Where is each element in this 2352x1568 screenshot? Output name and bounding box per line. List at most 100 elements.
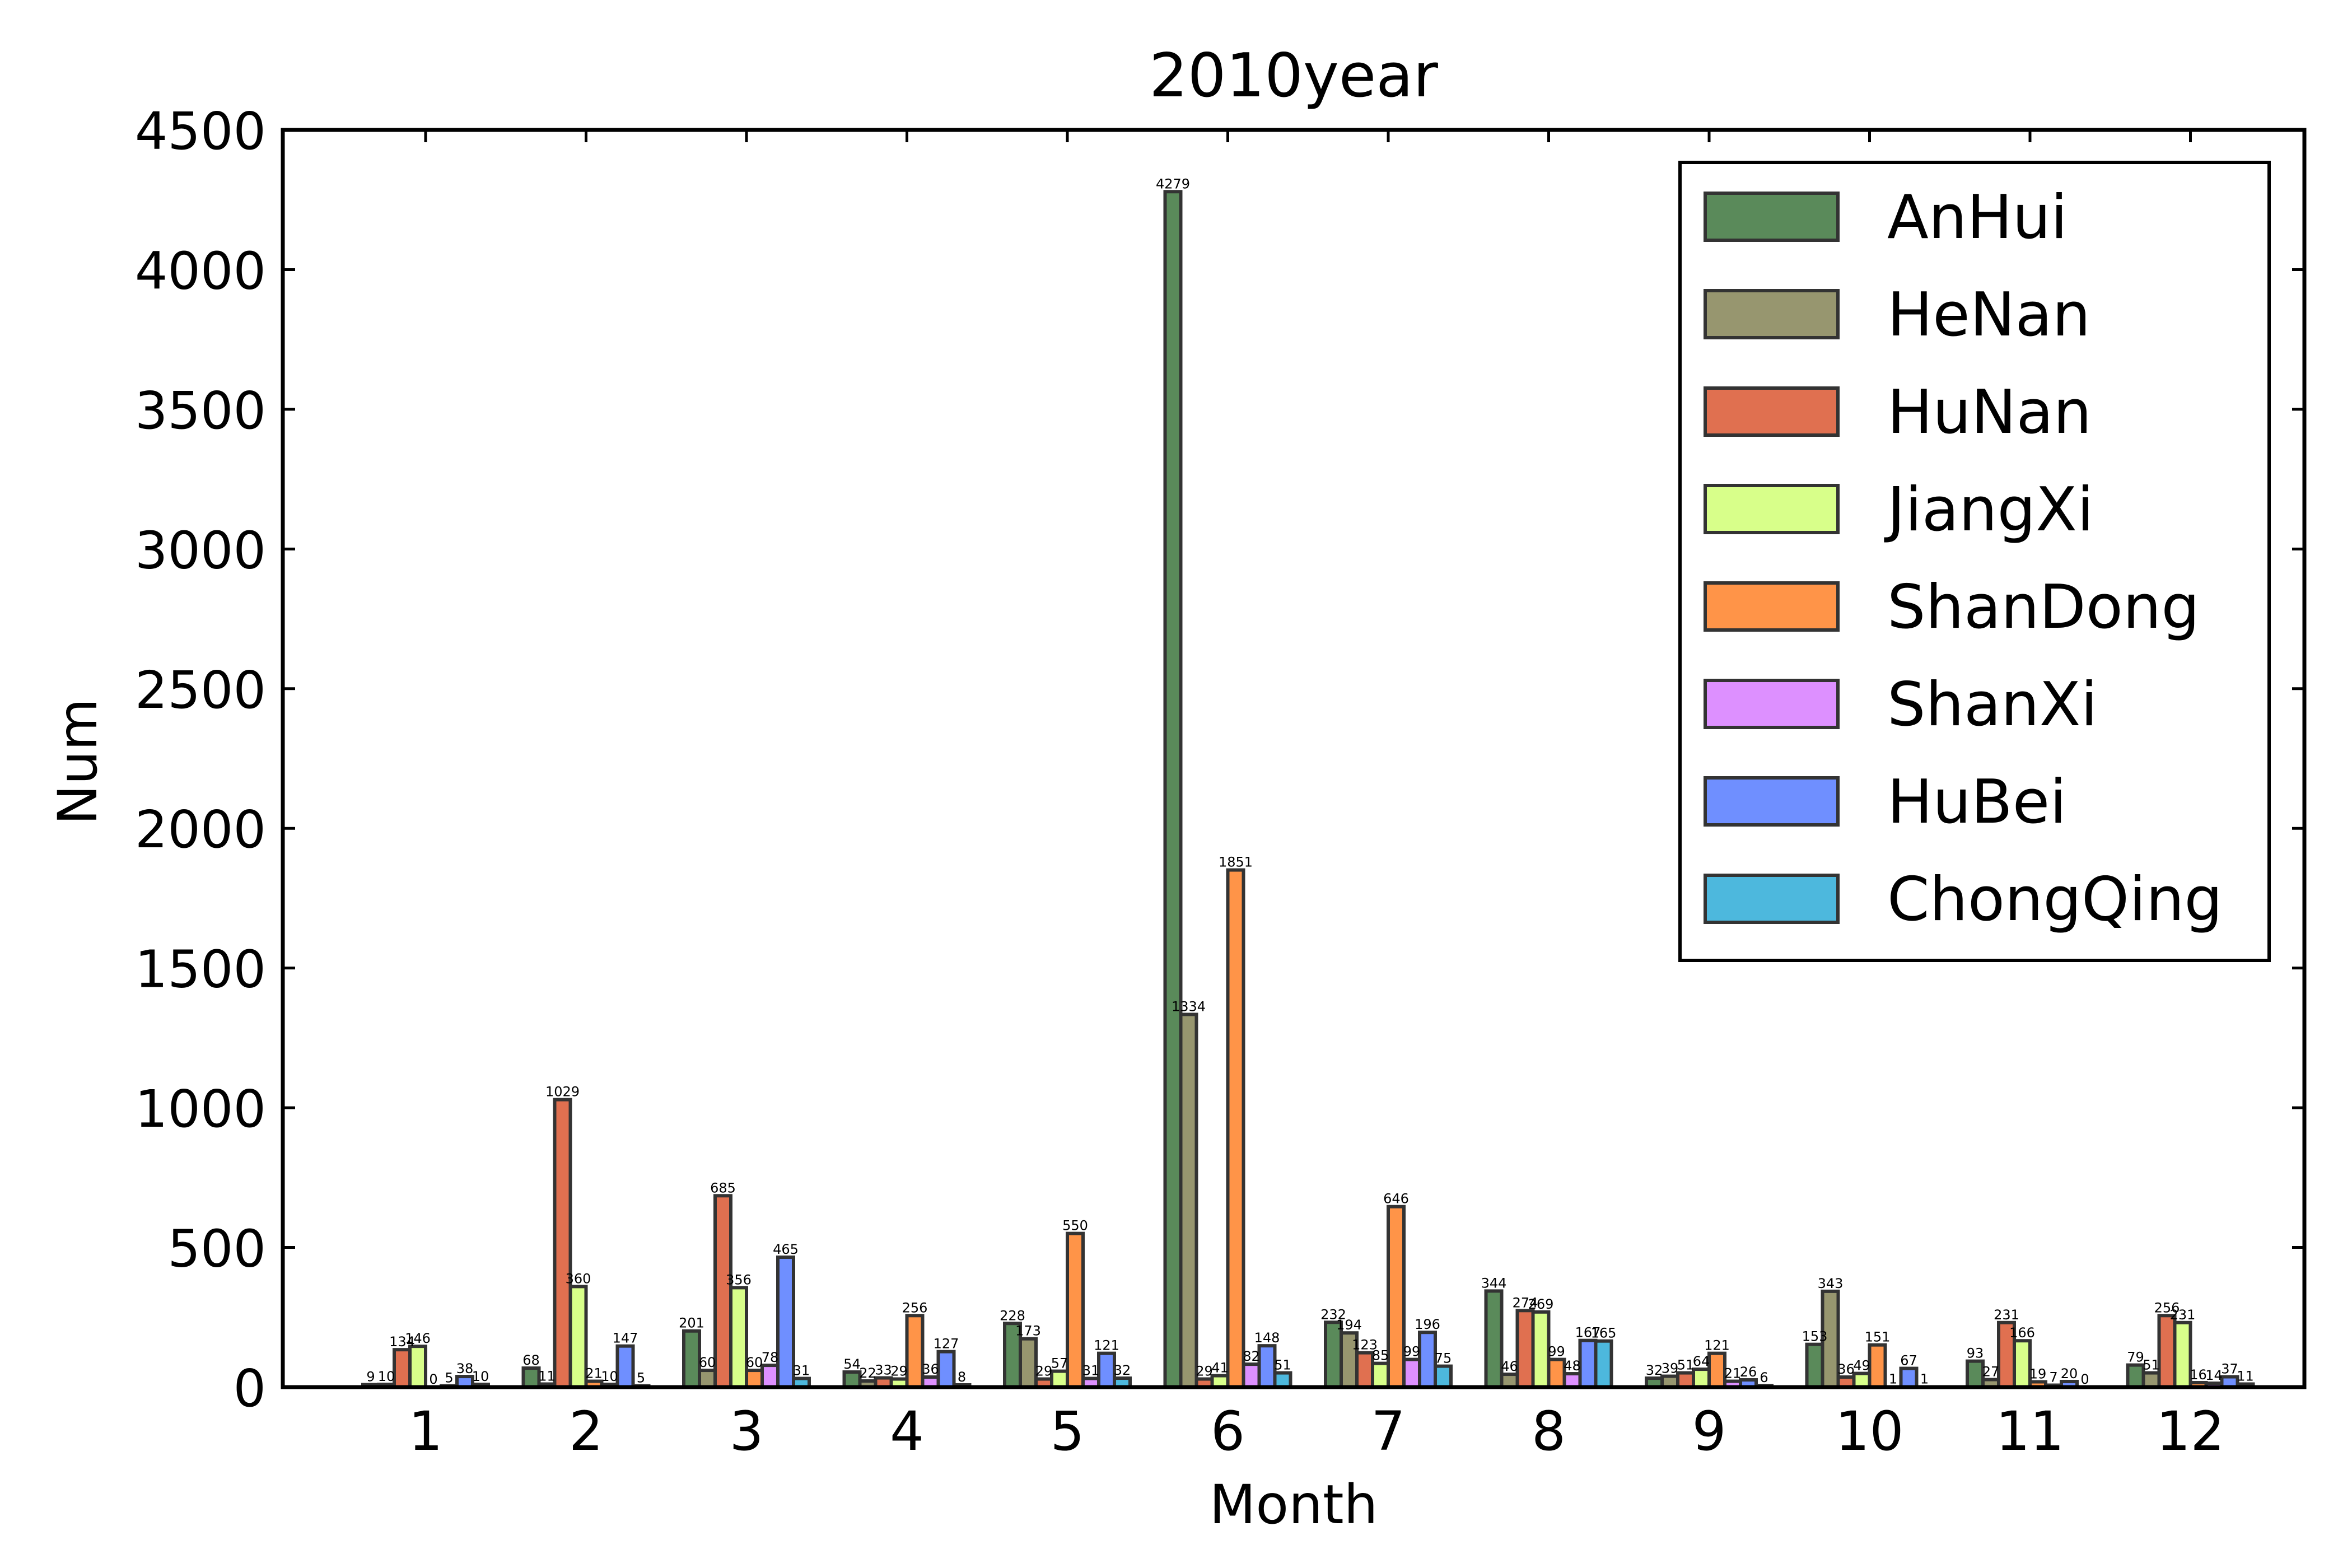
legend-label: ShanXi: [1887, 670, 2098, 740]
x-tick-label: 3: [729, 1400, 763, 1463]
bar-value-label: 16: [2190, 1367, 2207, 1383]
y-tick-label: 500: [167, 1219, 266, 1279]
bar: [1594, 1339, 1613, 1389]
legend-swatch: [1704, 386, 1840, 437]
bar: [1402, 1357, 1421, 1389]
bar-value-label: 31: [793, 1363, 810, 1379]
legend: AnHui HeNan HuNan JiangXi ShanDong ShanXi HuBe…: [1678, 161, 2271, 962]
bar-value-label: 78: [762, 1350, 779, 1365]
bar: [2157, 1314, 2177, 1389]
bar-value-label: 14: [2205, 1368, 2223, 1383]
bar: [1163, 190, 1183, 1389]
y-axis-label: Num: [46, 698, 109, 825]
bar-value-label: 51: [2143, 1357, 2160, 1373]
y-tick-label: 3000: [135, 520, 266, 580]
bar-value-label: 75: [1435, 1351, 1452, 1366]
y-tick-label: 1500: [135, 940, 266, 1000]
bar-value-label: 232: [1320, 1306, 1346, 1322]
x-tick-label: 7: [1371, 1400, 1405, 1463]
bar-value-label: 57: [1051, 1356, 1068, 1371]
bar-value-label: 121: [1704, 1338, 1730, 1354]
bar: [776, 1256, 795, 1389]
bar-value-label: 10: [378, 1369, 395, 1384]
x-tick-label: 2: [569, 1400, 603, 1463]
bar-value-label: 196: [1415, 1317, 1440, 1332]
bar-value-label: 127: [934, 1336, 959, 1352]
bar: [729, 1286, 748, 1389]
bar-value-label: 685: [710, 1180, 736, 1196]
bar-value-label: 41: [1211, 1360, 1229, 1376]
bar-value-label: 1334: [1172, 998, 1206, 1014]
legend-swatch: [1704, 679, 1840, 729]
y-tick-label: 1000: [135, 1079, 266, 1139]
x-tick-label: 9: [1692, 1400, 1726, 1463]
bar-value-label: 269: [1528, 1296, 1554, 1312]
legend-label: ShanDong: [1887, 572, 2200, 642]
bar-value-label: 38: [456, 1361, 474, 1376]
bar: [1852, 1371, 1872, 1389]
bar-value-label: 26: [1740, 1364, 1757, 1380]
bar-value-label: 256: [902, 1300, 928, 1315]
bar-value-label: 0: [429, 1371, 437, 1387]
bar-value-label: 1851: [1219, 855, 1253, 870]
bar: [1562, 1372, 1582, 1389]
bar-value-label: 11: [538, 1369, 556, 1384]
bar-value-label: 46: [1501, 1359, 1518, 1374]
bar-value-label: 231: [1994, 1307, 2019, 1323]
bar-value-label: 1: [1889, 1371, 1897, 1387]
bar: [1097, 1351, 1116, 1389]
legend-label: ChongQing: [1887, 865, 2223, 935]
bar-value-label: 29: [1196, 1364, 1213, 1379]
bar: [1273, 1371, 1292, 1389]
legend-swatch: [1704, 581, 1840, 632]
bar-value-label: 231: [2170, 1307, 2196, 1323]
bar-value-label: 8: [958, 1369, 966, 1385]
bar-value-label: 7: [2049, 1370, 2057, 1385]
bar: [2173, 1320, 2192, 1389]
bar: [393, 1348, 412, 1389]
legend-label: HuBei: [1887, 767, 2066, 837]
bar: [568, 1285, 588, 1389]
y-tick-label: 3500: [135, 381, 266, 441]
bar-value-label: 9: [366, 1369, 375, 1385]
bar: [408, 1345, 427, 1389]
bar: [936, 1350, 956, 1389]
bar: [615, 1344, 635, 1389]
bar: [1050, 1369, 1069, 1389]
bar-value-label: 39: [1662, 1361, 1679, 1376]
bar-value-label: 31: [1082, 1363, 1100, 1379]
x-axis-label: Month: [1210, 1473, 1378, 1536]
bar-value-label: 49: [1853, 1358, 1870, 1374]
bar: [905, 1314, 925, 1389]
bar-value-label: 22: [859, 1365, 876, 1381]
chart-title: 2010year: [1149, 41, 1438, 111]
bar-value-label: 173: [1015, 1323, 1041, 1339]
bar-value-label: 201: [679, 1315, 704, 1331]
legend-label: HuNan: [1887, 377, 2092, 447]
bar-value-label: 82: [1243, 1348, 1260, 1364]
bar-value-label: 343: [1818, 1276, 1844, 1291]
bar-value-label: 121: [1094, 1338, 1119, 1354]
bar-value-label: 151: [1865, 1329, 1891, 1345]
y-tick-label: 0: [233, 1359, 266, 1418]
y-tick-label: 2000: [135, 800, 266, 860]
bar: [2126, 1363, 2145, 1389]
bar-value-label: 165: [1591, 1326, 1617, 1341]
bar: [1355, 1351, 1374, 1389]
bar-value-label: 93: [1967, 1346, 1984, 1361]
bar-value-label: 32: [1114, 1362, 1131, 1378]
legend-swatch: [1704, 484, 1840, 534]
bar-value-label: 54: [843, 1356, 861, 1372]
bar: [521, 1366, 541, 1389]
bar-value-label: 356: [726, 1272, 752, 1287]
bar: [1179, 1012, 1198, 1389]
bar-value-label: 5: [445, 1370, 453, 1386]
bar-value-label: 27: [1982, 1364, 2000, 1380]
bar: [1531, 1310, 1551, 1389]
bar: [1707, 1351, 1726, 1389]
bar-value-label: 60: [699, 1355, 716, 1370]
bar-value-label: 10: [601, 1369, 618, 1384]
plot-frame: [281, 128, 2307, 1389]
